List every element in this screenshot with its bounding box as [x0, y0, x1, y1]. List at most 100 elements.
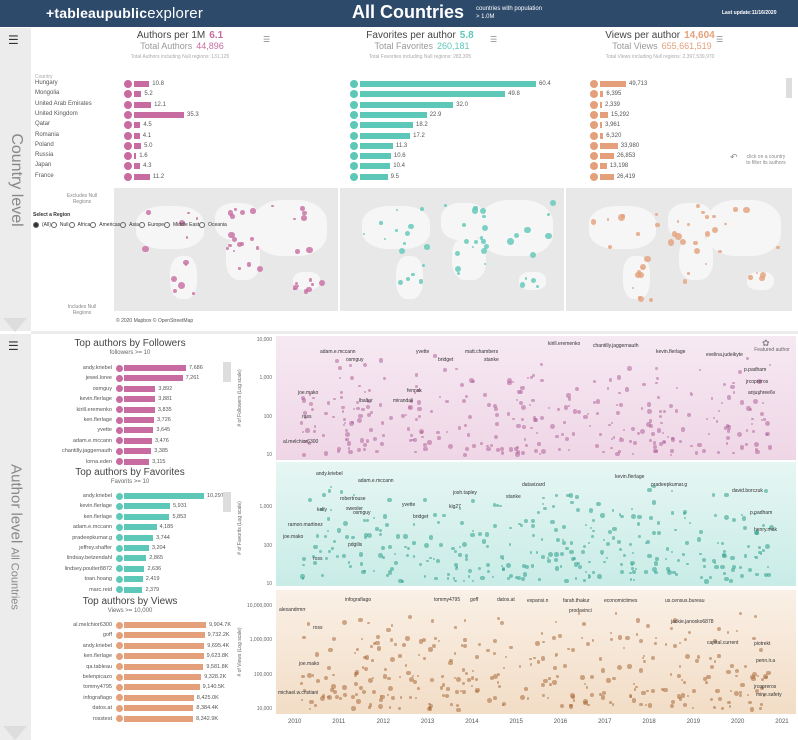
author-name[interactable]: goff [102, 632, 112, 639]
scatter-point[interactable] [725, 442, 729, 445]
scatter-point[interactable] [715, 420, 719, 423]
scatter-point[interactable] [763, 488, 768, 493]
scatter-point[interactable] [699, 552, 702, 556]
scatter-point[interactable] [401, 579, 405, 584]
scatter-point[interactable] [669, 673, 673, 676]
scatter-point[interactable] [404, 545, 407, 549]
scatter-point[interactable] [735, 675, 738, 678]
scatter-point[interactable] [347, 446, 351, 450]
scatter-point[interactable] [489, 676, 494, 681]
scatter-point[interactable] [588, 560, 591, 563]
scatter-point[interactable] [464, 423, 468, 427]
country-dot[interactable] [226, 247, 229, 250]
scatter-point[interactable] [584, 682, 587, 685]
scatter-point[interactable] [385, 522, 390, 527]
scatter-point[interactable] [363, 667, 369, 672]
author-annotation[interactable]: mirandali [393, 398, 414, 404]
scatter-point[interactable] [378, 528, 382, 533]
scatter-point[interactable] [699, 530, 703, 534]
scatter-point[interactable] [726, 425, 732, 430]
country-dot[interactable] [303, 289, 309, 295]
scatter-point[interactable] [300, 698, 304, 702]
scatter-point[interactable] [710, 697, 714, 701]
scatter-point[interactable] [554, 558, 559, 563]
scatter-point[interactable] [398, 654, 402, 658]
scatter-point[interactable] [308, 498, 313, 503]
scatter-point[interactable] [596, 411, 600, 415]
scatter-point[interactable] [320, 695, 326, 701]
scatter-point[interactable] [572, 409, 578, 414]
country-dot[interactable] [195, 217, 199, 220]
scatter-point[interactable] [595, 399, 601, 404]
scatter-point[interactable] [331, 684, 336, 689]
author-row[interactable]: kirill.eremenko 3,835 [40, 406, 172, 414]
scatter-point[interactable] [755, 556, 758, 559]
scatter-point[interactable] [520, 576, 525, 581]
country-dot[interactable] [173, 289, 178, 294]
scatter-point[interactable] [361, 569, 366, 575]
scatter-point[interactable] [454, 579, 457, 583]
scatter-point[interactable] [455, 677, 461, 682]
scatter-point[interactable] [548, 677, 551, 680]
scatter-point[interactable] [538, 578, 542, 581]
scatter-point[interactable] [377, 704, 383, 710]
scatter-point[interactable] [405, 636, 410, 641]
scatter-point[interactable] [421, 435, 424, 438]
scatter-point[interactable] [457, 426, 462, 431]
scatter-point[interactable] [482, 393, 487, 398]
author-annotation[interactable]: joe.mako [299, 661, 320, 667]
scatter-point[interactable] [640, 407, 643, 410]
scatter-point[interactable] [363, 569, 367, 573]
scatter-point[interactable] [509, 646, 513, 650]
scatter-point[interactable] [688, 521, 691, 525]
scatter-point[interactable] [606, 542, 611, 547]
list-scrollbar[interactable] [786, 78, 792, 98]
scatter-point[interactable] [536, 510, 541, 515]
scatter-point[interactable] [422, 656, 426, 660]
scatter-point[interactable] [566, 493, 570, 498]
scatter-point[interactable] [652, 531, 657, 536]
scatter-point[interactable] [416, 675, 419, 678]
scatter-point[interactable] [646, 539, 651, 544]
author-name[interactable]: adam.e.mccann [72, 524, 112, 531]
country-name[interactable]: Hungary [35, 80, 58, 86]
scatter-point[interactable] [497, 672, 501, 676]
scatter-point[interactable] [678, 697, 683, 701]
country-dot[interactable] [682, 279, 688, 284]
scatter-point[interactable] [651, 499, 657, 505]
scatter-point[interactable] [610, 638, 614, 642]
scatter-point[interactable] [454, 652, 457, 655]
scatter-point[interactable] [726, 429, 730, 433]
scatter-point[interactable] [555, 621, 558, 624]
scatter-point[interactable] [554, 566, 560, 572]
country-dot[interactable] [171, 276, 178, 283]
scatter-point[interactable] [521, 564, 526, 568]
author-row[interactable]: toan.hoang 2,419 [40, 575, 160, 583]
author-row[interactable]: lindsay.betzendahl 2,865 [40, 554, 163, 562]
country-dot[interactable] [479, 236, 484, 240]
scatter-point[interactable] [435, 559, 440, 564]
scatter-point[interactable] [640, 428, 646, 434]
scatter-point[interactable] [572, 432, 576, 436]
region-option[interactable]: Null [50, 222, 69, 228]
scatter-point[interactable] [548, 406, 551, 410]
scatter-point[interactable] [687, 695, 690, 698]
scatter-point[interactable] [349, 375, 355, 381]
region-option[interactable]: Americas [90, 222, 120, 228]
scatter-point[interactable] [636, 432, 640, 435]
country-bar-row[interactable]: 9.5 [350, 172, 399, 181]
scatter-point[interactable] [710, 397, 714, 400]
scatter-point[interactable] [629, 578, 633, 581]
scatter-point[interactable] [320, 507, 324, 511]
scatter-point[interactable] [360, 637, 364, 641]
scatter-point[interactable] [732, 451, 735, 454]
scatter-point[interactable] [535, 551, 539, 554]
scatter-point[interactable] [733, 690, 739, 696]
country-bar-row[interactable]: 33,980 [590, 141, 639, 150]
scatter-point[interactable] [453, 550, 458, 554]
scatter-point[interactable] [632, 578, 636, 581]
scatter-point[interactable] [467, 414, 472, 419]
scatter-point[interactable] [534, 448, 539, 453]
scatter-point[interactable] [543, 678, 548, 683]
country-dot[interactable] [305, 246, 313, 254]
